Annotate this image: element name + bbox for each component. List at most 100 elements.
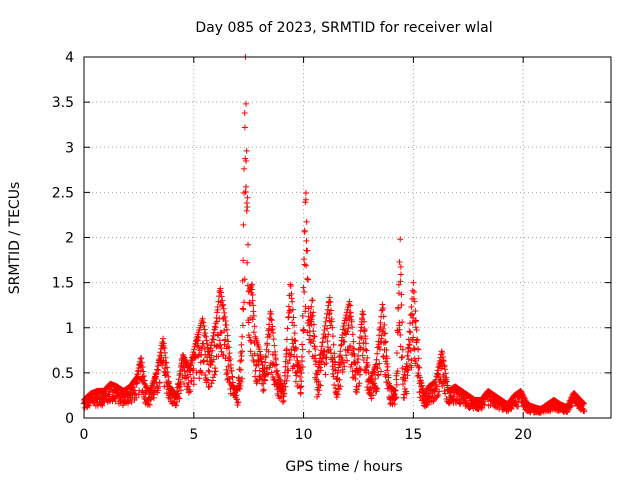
data-point — [218, 348, 225, 355]
data-point — [364, 354, 371, 361]
data-point — [236, 366, 243, 373]
data-point — [150, 391, 157, 398]
data-point — [244, 204, 251, 211]
data-point — [250, 329, 257, 336]
data-point — [139, 373, 146, 380]
data-point — [322, 334, 329, 341]
data-point — [272, 355, 279, 362]
data-point — [411, 289, 418, 296]
data-point — [460, 395, 467, 402]
data-point — [398, 301, 405, 308]
data-point — [283, 377, 290, 384]
data-point — [379, 301, 386, 308]
data-point — [401, 371, 408, 378]
data-point — [399, 381, 406, 388]
data-point — [190, 375, 197, 382]
data-point — [312, 345, 319, 352]
data-point — [220, 305, 227, 312]
data-point — [324, 338, 331, 345]
data-point — [288, 290, 295, 297]
data-point — [221, 328, 228, 335]
data-point — [281, 390, 288, 397]
data-point — [119, 402, 126, 409]
data-point — [203, 337, 210, 344]
data-point — [374, 364, 381, 371]
data-point — [205, 383, 212, 390]
data-point — [138, 359, 145, 366]
data-point — [301, 256, 308, 263]
data-point — [157, 349, 164, 356]
data-point — [393, 394, 400, 401]
data-point — [141, 377, 148, 384]
data-point — [249, 297, 256, 304]
data-point — [357, 366, 364, 373]
data-point — [240, 306, 247, 313]
data-point — [315, 391, 322, 398]
data-point — [237, 378, 244, 385]
data-point — [339, 356, 346, 363]
data-point — [249, 291, 256, 298]
data-point — [241, 109, 248, 116]
data-point — [243, 183, 250, 190]
data-point — [227, 361, 234, 368]
data-point — [356, 371, 363, 378]
data-point — [209, 336, 216, 343]
data-point — [268, 369, 275, 376]
data-point — [241, 124, 248, 131]
data-point — [133, 394, 140, 401]
data-point — [229, 379, 236, 386]
data-point — [185, 389, 192, 396]
data-point — [323, 314, 330, 321]
data-point — [442, 390, 449, 397]
data-point — [441, 366, 448, 373]
data-point — [410, 334, 417, 341]
data-point — [520, 392, 527, 399]
data-point — [228, 367, 235, 374]
data-point — [285, 314, 292, 321]
data-point — [380, 305, 387, 312]
data-point — [200, 322, 207, 329]
data-point — [241, 189, 248, 196]
data-point — [240, 257, 247, 264]
data-point — [481, 401, 488, 408]
data-point — [384, 367, 391, 374]
data-point — [359, 308, 366, 315]
data-point — [300, 327, 307, 334]
data-point — [214, 318, 221, 325]
data-point — [412, 308, 419, 315]
data-point — [336, 376, 343, 383]
data-point — [341, 338, 348, 345]
data-point — [300, 326, 307, 333]
data-point — [311, 343, 318, 350]
data-point — [408, 357, 415, 364]
data-point — [339, 368, 346, 375]
data-point — [378, 307, 385, 314]
data-point — [238, 341, 245, 348]
data-point — [360, 311, 367, 318]
data-point — [344, 328, 351, 335]
data-point — [248, 339, 255, 346]
data-point — [392, 395, 399, 402]
data-point — [401, 385, 408, 392]
data-point — [378, 335, 385, 342]
data-point — [399, 353, 406, 360]
data-point — [292, 378, 299, 385]
data-point — [204, 376, 211, 383]
data-point — [347, 302, 354, 309]
data-point — [301, 288, 308, 295]
data-point — [196, 375, 203, 382]
data-point — [209, 347, 216, 354]
data-point — [214, 303, 221, 310]
data-point — [309, 312, 316, 319]
data-point — [193, 369, 200, 376]
data-point — [268, 310, 275, 317]
data-point — [318, 358, 325, 365]
data-point — [245, 288, 252, 295]
data-point — [225, 357, 232, 364]
data-point — [139, 364, 146, 371]
x-tick-label: 5 — [189, 427, 198, 443]
data-point — [435, 392, 442, 399]
data-point — [403, 390, 410, 397]
data-point — [293, 345, 300, 352]
data-point — [251, 323, 258, 330]
